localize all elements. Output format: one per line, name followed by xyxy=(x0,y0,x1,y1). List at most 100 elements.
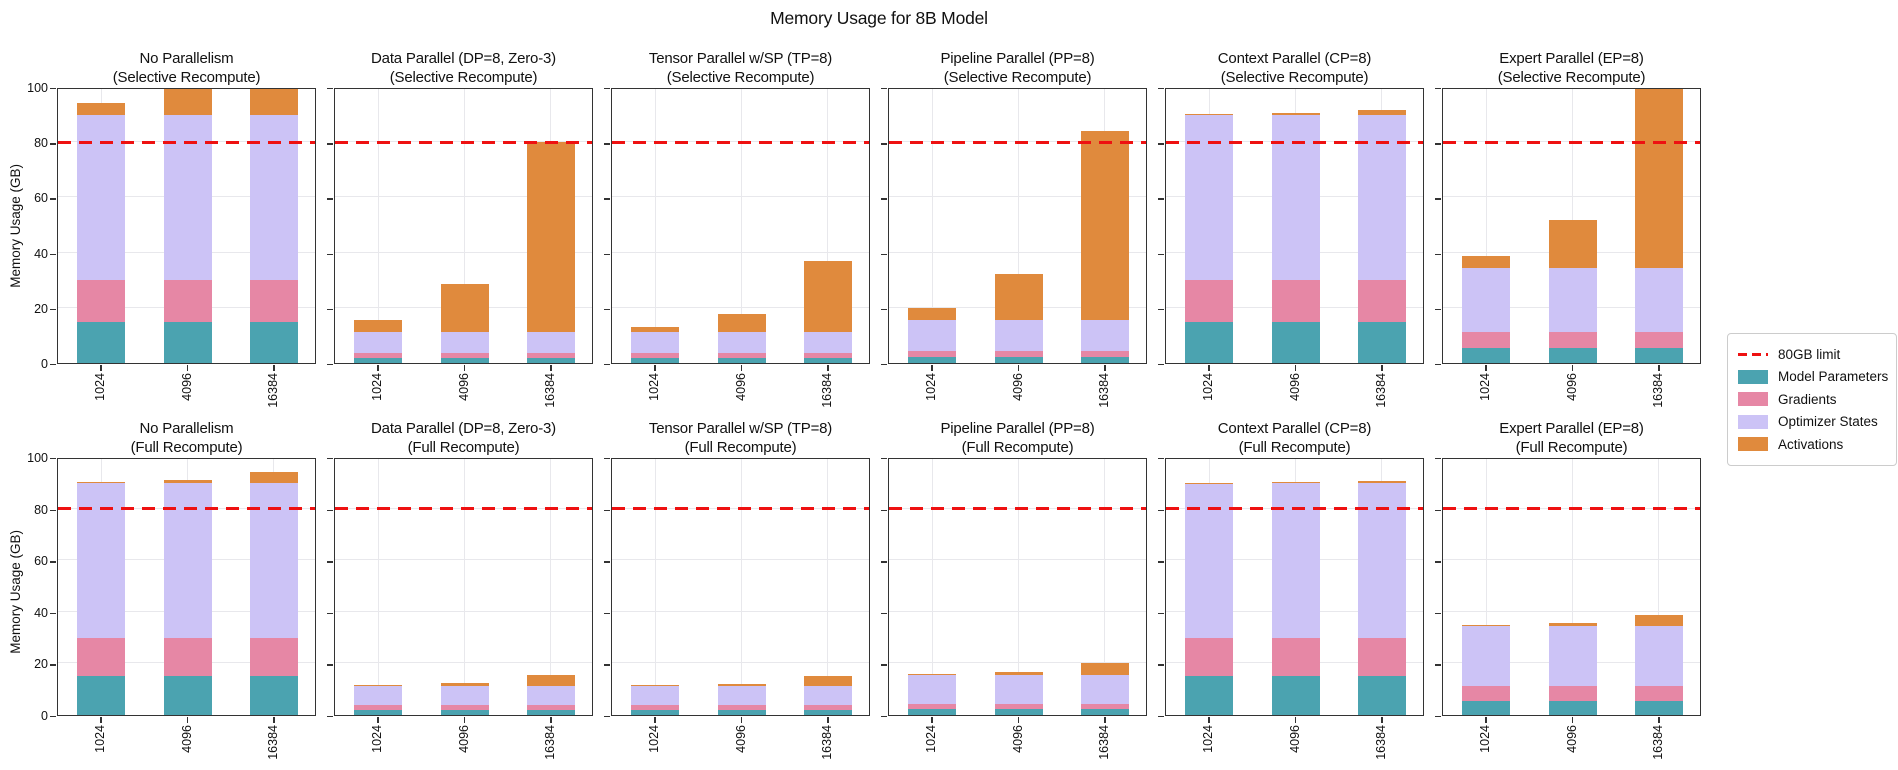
bar-segment-gradients-4096 xyxy=(717,352,766,358)
y-tick-mark xyxy=(1435,509,1441,511)
bar-segment-gradients-4096 xyxy=(994,703,1043,710)
bar-segment-optimizer-states-16384 xyxy=(1080,674,1129,704)
bar-segment-gradients-1024 xyxy=(77,280,126,322)
y-tick-mark xyxy=(604,612,610,615)
y-tick-mark xyxy=(327,143,333,145)
limit-line-80gb xyxy=(58,140,315,144)
x-tick-label: 4096 xyxy=(179,725,194,753)
y-tick-mark xyxy=(50,458,56,460)
y-tick-mark xyxy=(327,716,333,718)
bar-segment-optimizer-states-16384 xyxy=(1080,319,1129,351)
legend-swatch xyxy=(1738,369,1768,384)
bar-segment-model-parameters-1024 xyxy=(1462,700,1511,715)
bar-segment-optimizer-states-1024 xyxy=(1462,267,1511,333)
y-tick-mark xyxy=(881,664,887,666)
x-tick-mark xyxy=(1571,365,1574,371)
y-tick-mark xyxy=(50,308,56,311)
x-tick-label: 4096 xyxy=(456,725,471,753)
x-tick-label: 1024 xyxy=(647,373,662,401)
subplot-title: Data Parallel (DP=8, Zero-3) (Selective … xyxy=(371,50,556,86)
bar-segment-gradients-16384 xyxy=(249,637,298,677)
legend-label: 80GB limit xyxy=(1778,346,1841,362)
x-tick-labels: 1024 4096 16384 xyxy=(1165,716,1424,770)
x-tick-label: 4096 xyxy=(1287,725,1302,753)
plot-area xyxy=(604,458,870,723)
x-tick-mark xyxy=(1017,717,1020,723)
y-axis-label-bottom: Memory Usage (GB) xyxy=(8,530,23,654)
x-tick-mark xyxy=(377,717,379,723)
bar-segment-optimizer-states-16384 xyxy=(526,331,575,353)
bar-segment-optimizer-states-1024 xyxy=(1185,114,1234,281)
bar-segment-optimizer-states-4096 xyxy=(717,685,766,706)
bar-segment-gradients-1024 xyxy=(354,352,403,358)
bar-segment-gradients-1024 xyxy=(631,352,680,358)
y-tick-mark xyxy=(1435,612,1441,615)
x-tick-labels: 1024 4096 16384 xyxy=(1442,364,1701,418)
x-tick-label: 1024 xyxy=(1478,373,1493,401)
y-tick-label: 100 xyxy=(27,451,48,465)
bar-segment-activations-1024 xyxy=(1462,255,1511,268)
bar-segment-optimizer-states-4096 xyxy=(994,674,1043,704)
bar-segment-gradients-1024 xyxy=(354,705,403,711)
x-tick-label: 16384 xyxy=(265,725,280,760)
bar-segment-model-parameters-16384 xyxy=(526,710,575,715)
y-tick-mark xyxy=(1158,664,1164,666)
plot-clip xyxy=(612,459,869,715)
bar-segment-model-parameters-16384 xyxy=(803,357,852,363)
v-gridline xyxy=(741,459,742,715)
legend-label: Optimizer States xyxy=(1778,414,1878,430)
bar-segment-optimizer-states-4096 xyxy=(163,482,212,638)
y-tick-mark xyxy=(604,143,610,145)
v-gridline xyxy=(1572,459,1573,715)
bar-segment-activations-16384 xyxy=(526,674,575,686)
h-gridline xyxy=(335,662,592,664)
y-tick-mark xyxy=(1435,198,1441,200)
plot-clip xyxy=(1443,89,1700,363)
legend-label: Gradients xyxy=(1778,391,1837,407)
x-tick-labels: 1024 4096 16384 xyxy=(334,364,593,418)
bar-segment-model-parameters-4096 xyxy=(163,321,212,363)
y-tick-mark xyxy=(604,561,610,563)
bar-segment-gradients-16384 xyxy=(1080,703,1129,710)
x-tick-mark xyxy=(1208,365,1210,371)
bar-segment-activations-4096 xyxy=(163,89,212,115)
subplot-data-parallel-dp-8-zero-3-selective-recompute: Data Parallel (DP=8, Zero-3) (Selective … xyxy=(327,50,593,418)
x-tick-labels: 1024 4096 16384 xyxy=(1165,364,1424,418)
x-tick-label: 1024 xyxy=(1201,373,1216,401)
x-tick-label: 1024 xyxy=(924,373,939,401)
bar-segment-optimizer-states-1024 xyxy=(354,685,403,706)
y-tick-mark xyxy=(604,664,610,666)
bar-segment-gradients-4096 xyxy=(717,705,766,711)
limit-line-80gb xyxy=(335,140,592,144)
y-tick-mark xyxy=(881,308,887,311)
bar-segment-gradients-16384 xyxy=(1357,637,1406,677)
y-tick-label: 60 xyxy=(34,554,48,569)
y-tick-label: 20 xyxy=(34,657,48,672)
y-tick-mark xyxy=(327,561,333,563)
y-tick-mark xyxy=(327,509,333,511)
plot-clip xyxy=(1166,89,1423,363)
bar-segment-gradients-16384 xyxy=(1634,686,1683,701)
x-tick-mark xyxy=(100,717,102,723)
bar-segment-activations-16384 xyxy=(1357,110,1406,115)
y-tick-mark xyxy=(1435,143,1441,145)
v-gridline xyxy=(1018,459,1019,715)
plot-area xyxy=(881,88,1147,371)
bar-segment-optimizer-states-4096 xyxy=(1548,626,1597,687)
x-tick-label: 1024 xyxy=(93,373,108,401)
subplot-title: Context Parallel (CP=8) (Full Recompute) xyxy=(1217,420,1372,456)
bar-segment-activations-4096 xyxy=(994,671,1043,675)
y-tick-label: 60 xyxy=(34,191,48,206)
legend-item-model-parameters: Model Parameters xyxy=(1738,366,1888,389)
y-tick-label: 20 xyxy=(34,301,48,316)
bar-segment-optimizer-states-16384 xyxy=(1357,482,1406,638)
y-tick-mark xyxy=(1158,458,1164,460)
bar-segment-activations-4096 xyxy=(717,314,766,332)
y-tick-label: 100 xyxy=(27,81,48,95)
plot-area: 0 20 40 60 80 100 xyxy=(27,451,316,723)
bar-segment-activations-16384 xyxy=(249,89,298,115)
bar-segment-optimizer-states-1024 xyxy=(631,685,680,706)
y-tick-mark xyxy=(50,612,56,615)
bar-segment-activations-16384 xyxy=(1080,130,1129,320)
y-tick-mark xyxy=(1158,143,1164,145)
